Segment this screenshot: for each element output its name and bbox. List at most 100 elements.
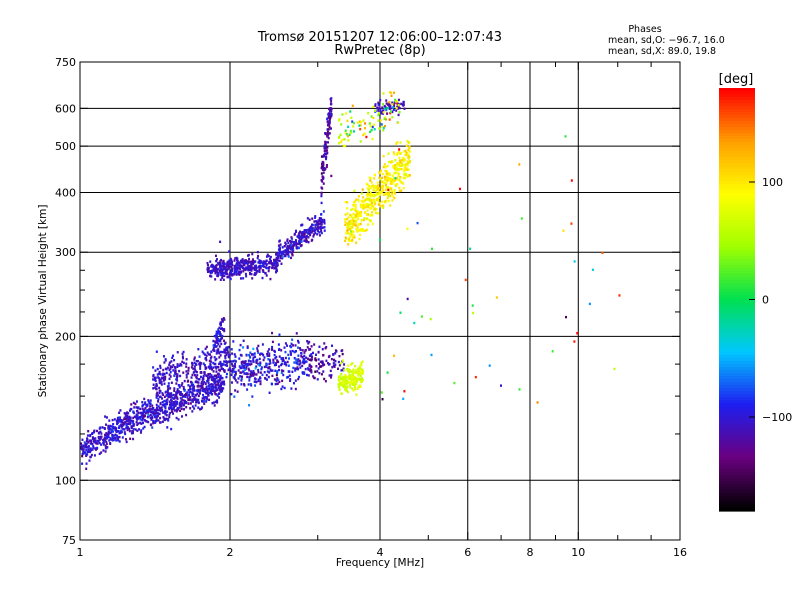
data-point	[245, 353, 248, 357]
data-point	[239, 343, 242, 347]
data-point	[105, 423, 108, 426]
data-point	[242, 365, 245, 368]
data-point	[217, 383, 220, 387]
data-point	[168, 361, 171, 364]
data-point	[177, 418, 180, 421]
data-point	[197, 385, 200, 388]
data-point	[202, 376, 205, 380]
data-point	[218, 340, 221, 343]
data-point	[213, 374, 216, 377]
data-point	[116, 418, 119, 422]
data-point	[320, 172, 323, 175]
data-point	[385, 199, 388, 203]
data-point	[328, 132, 331, 135]
data-point	[389, 104, 392, 108]
data-point	[248, 260, 251, 264]
data-point	[392, 191, 395, 194]
data-point	[378, 112, 381, 115]
data-point	[118, 431, 121, 435]
data-point	[192, 387, 195, 391]
data-point	[409, 159, 412, 163]
data-point	[236, 266, 239, 270]
data-point	[389, 194, 392, 198]
data-point	[143, 402, 146, 405]
data-point	[291, 251, 294, 254]
data-point	[175, 400, 178, 404]
data-point	[346, 390, 349, 394]
x-axis-label: Frequency [MHz]	[336, 557, 424, 569]
data-point	[319, 217, 322, 220]
data-point	[180, 404, 183, 408]
data-point	[384, 118, 387, 121]
data-point	[259, 364, 262, 367]
data-point	[259, 371, 262, 374]
data-point	[161, 420, 164, 423]
data-point	[271, 345, 274, 349]
data-point	[166, 391, 169, 395]
data-point	[488, 364, 491, 367]
data-point	[218, 345, 221, 348]
data-point	[220, 273, 223, 276]
data-point	[347, 231, 350, 235]
data-point	[154, 421, 157, 424]
data-point	[367, 193, 370, 196]
data-point	[323, 363, 326, 366]
data-point	[403, 173, 406, 177]
data-point	[359, 384, 362, 387]
data-point	[349, 384, 352, 387]
data-point	[251, 371, 254, 375]
data-point	[474, 375, 477, 379]
data-point	[392, 176, 395, 180]
data-point	[322, 164, 325, 168]
data-point	[281, 255, 284, 258]
data-point	[335, 350, 338, 353]
data-point	[377, 212, 380, 215]
data-point	[281, 379, 284, 383]
data-point	[383, 163, 386, 166]
data-point	[130, 419, 133, 423]
data-point	[340, 377, 343, 380]
colorbar-segment	[719, 346, 755, 350]
data-point	[147, 409, 150, 412]
data-point	[263, 371, 266, 374]
data-point	[328, 119, 331, 123]
data-point	[84, 442, 87, 446]
colorbar-segment	[719, 148, 755, 152]
data-point	[222, 262, 225, 266]
data-point	[205, 396, 208, 399]
data-point	[93, 437, 96, 441]
data-point	[195, 400, 198, 403]
colorbar-segment	[719, 307, 755, 311]
data-point	[351, 379, 354, 382]
colorbar-segment	[719, 121, 755, 125]
data-point	[327, 115, 330, 118]
data-point	[303, 234, 306, 237]
data-point	[176, 397, 179, 401]
data-point	[185, 413, 188, 417]
data-point	[358, 229, 361, 232]
data-point	[218, 331, 221, 334]
colorbar-segment	[719, 229, 755, 233]
data-point	[258, 270, 261, 273]
data-point	[458, 187, 461, 191]
data-point	[220, 318, 223, 321]
data-point	[171, 365, 174, 369]
data-point	[252, 358, 255, 361]
data-point	[361, 372, 364, 376]
data-point	[188, 391, 191, 394]
data-point	[359, 385, 362, 388]
data-point	[205, 400, 208, 403]
data-point	[196, 374, 199, 377]
data-point	[348, 377, 351, 380]
data-point	[168, 395, 171, 399]
colorbar-segment	[719, 289, 755, 293]
data-point	[304, 348, 307, 352]
data-point	[318, 231, 321, 234]
data-point	[284, 356, 287, 360]
data-point	[345, 232, 348, 235]
colorbar-segment	[719, 310, 755, 314]
data-point	[107, 432, 110, 436]
data-point	[232, 340, 235, 343]
data-point	[383, 175, 386, 179]
data-point	[359, 203, 362, 206]
